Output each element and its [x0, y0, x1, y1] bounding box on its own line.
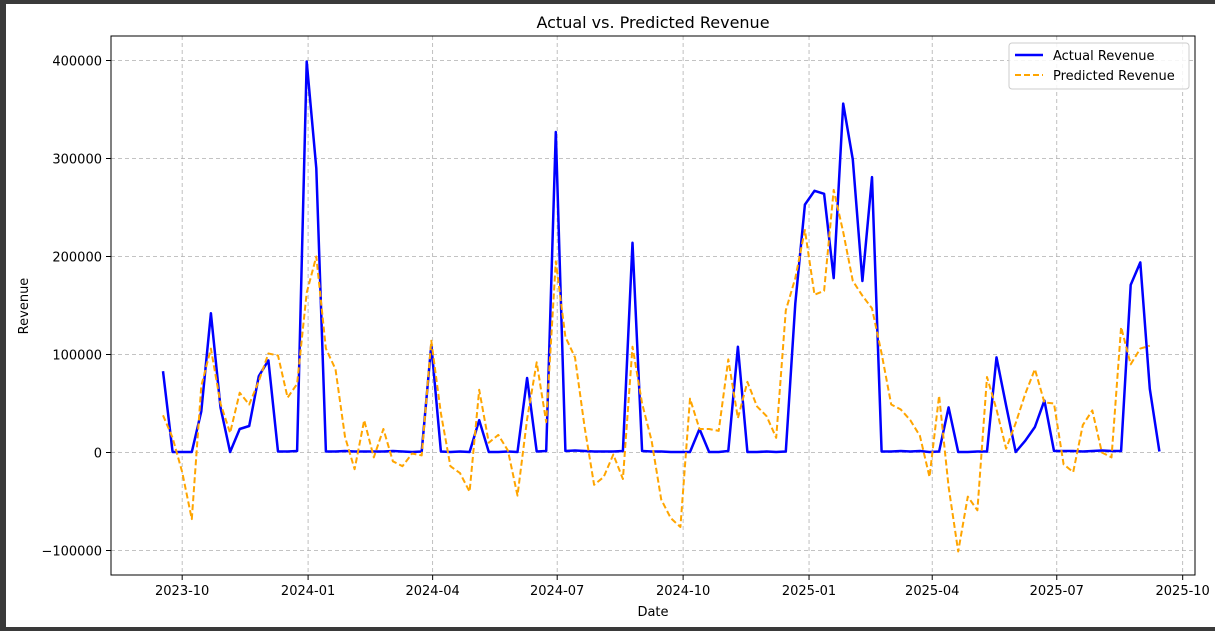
x-tick-label: 2023-10 — [155, 584, 209, 599]
figure: Actual vs. Predicted Revenue 2023-10 2024… — [6, 4, 1215, 627]
plot-frame — [110, 35, 1196, 576]
x-tick-label: 2024-10 — [656, 584, 710, 599]
series-line-predicted — [162, 188, 1151, 553]
y-tick-label: 100000 — [52, 349, 102, 364]
legend-box — [1008, 42, 1190, 90]
series-line-actual — [161, 60, 1161, 454]
x-tick-label: 2025-04 — [905, 584, 959, 599]
chart-title: Actual vs. Predicted Revenue — [536, 13, 769, 32]
x-tick-label: 2024-01 — [281, 584, 335, 599]
y-tick-label: 0 — [94, 447, 102, 462]
grid — [111, 36, 1195, 575]
chart: Actual vs. Predicted Revenue 2023-10 2024… — [17, 13, 1210, 620]
x-tick-label: 2024-04 — [405, 584, 459, 599]
legend-label-actual: Actual Revenue — [1053, 49, 1154, 64]
y-tick-label: 200000 — [52, 251, 102, 266]
y-tick-label: 300000 — [52, 153, 102, 168]
y-axis-label: Revenue — [17, 278, 32, 335]
y-tick-label: 400000 — [52, 55, 102, 70]
x-axis-label: Date — [637, 605, 668, 620]
x-tick-label: 2024-07 — [530, 584, 584, 599]
legend-label-predicted: Predicted Revenue — [1053, 69, 1175, 84]
x-axis-ticks: 2023-10 2024-01 2024-04 2024-07 2024-10 2025-… — [155, 575, 1210, 599]
legend: Actual Revenue Predicted Revenue — [1008, 42, 1190, 90]
y-tick-label: −100000 — [41, 545, 102, 560]
x-tick-label: 2025-07 — [1030, 584, 1084, 599]
x-tick-label: 2025-10 — [1156, 584, 1210, 599]
y-axis-ticks: −100000 0 100000 200000 300000 400000 — [41, 55, 111, 560]
series-lines — [161, 60, 1161, 553]
x-tick-label: 2025-01 — [782, 584, 836, 599]
